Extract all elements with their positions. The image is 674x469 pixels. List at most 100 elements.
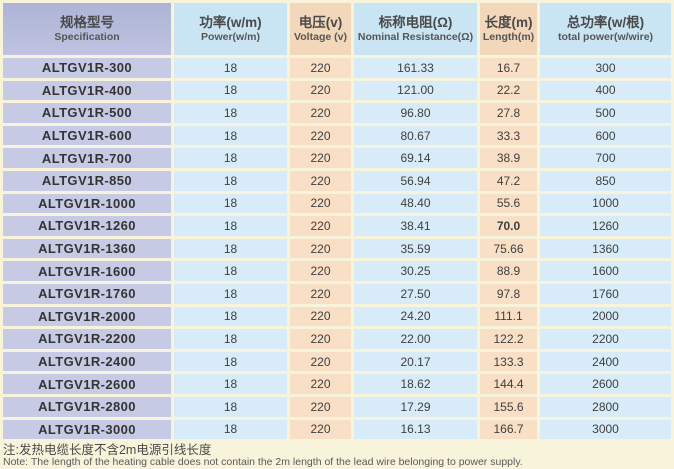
table-row: ALTGV1R-850 18 220 56.94 47.2 850 [3,170,671,191]
footnote-zh: 注:发热电缆长度不含2m电源引线长度 [3,443,212,458]
cell-voltage: 220 [290,58,351,78]
table-row: ALTGV1R-1760 18 220 27.50 97.8 1760 [3,283,671,304]
cell-length: 55.6 [480,193,537,214]
cell-total-power: 300 [540,58,671,78]
header-total-power: 总功率(w/根) total power(w/wire) [540,3,671,55]
table-row: ALTGV1R-2400 18 220 20.17 133.3 2400 [3,351,671,372]
header-power-en: Power(w/m) [201,31,260,43]
cell-length: 166.7 [480,419,537,440]
cell-voltage: 220 [290,170,351,191]
header-length-zh: 长度(m) [484,15,533,30]
cell-length: 16.7 [480,58,537,78]
cell-spec: ALTGV1R-850 [3,170,171,191]
table-row: ALTGV1R-2200 18 220 22.00 122.2 2200 [3,329,671,349]
cell-power: 18 [174,261,287,281]
table-row: ALTGV1R-300 18 220 161.33 16.7 300 [3,58,671,78]
header-resistance-en: Nominal Resistance(Ω) [357,31,474,43]
cell-power: 18 [174,419,287,440]
cell-total-power: 2800 [540,396,671,417]
cell-voltage: 220 [290,396,351,417]
cell-length: 133.3 [480,351,537,372]
table-row: ALTGV1R-1360 18 220 35.59 75.66 1360 [3,238,671,259]
cell-voltage: 220 [290,374,351,394]
footnote: 注:发热电缆长度不含2m电源引线长度 Note: The length of t… [3,443,674,468]
cell-total-power: 2400 [540,351,671,372]
cell-resistance: 20.17 [354,351,477,372]
cell-length: 111.1 [480,306,537,327]
cell-power: 18 [174,193,287,214]
table-row: ALTGV1R-1260 18 220 38.41 70.0 1260 [3,216,671,236]
header-spec-zh: 规格型号 [60,15,114,30]
cell-spec: ALTGV1R-600 [3,125,171,146]
header-resistance-zh: 标称电阻(Ω) [378,15,453,30]
cell-resistance: 35.59 [354,238,477,259]
cell-length: 97.8 [480,283,537,304]
cell-spec: ALTGV1R-2800 [3,396,171,417]
cell-spec: ALTGV1R-2200 [3,329,171,349]
cell-resistance: 27.50 [354,283,477,304]
cell-resistance: 22.00 [354,329,477,349]
header-voltage: 电压(v) Voltage (v) [290,3,351,55]
cell-voltage: 220 [290,283,351,304]
cell-resistance: 30.25 [354,261,477,281]
cell-resistance: 121.00 [354,80,477,101]
cell-power: 18 [174,125,287,146]
cell-resistance: 17.29 [354,396,477,417]
cell-total-power: 400 [540,80,671,101]
cell-voltage: 220 [290,351,351,372]
cell-total-power: 1600 [540,261,671,281]
table-row: ALTGV1R-1600 18 220 30.25 88.9 1600 [3,261,671,281]
cell-resistance: 69.14 [354,148,477,168]
cell-total-power: 600 [540,125,671,146]
cell-voltage: 220 [290,306,351,327]
cell-length: 47.2 [480,170,537,191]
cell-resistance: 161.33 [354,58,477,78]
cell-total-power: 2600 [540,374,671,394]
cell-voltage: 220 [290,238,351,259]
table-row: ALTGV1R-700 18 220 69.14 38.9 700 [3,148,671,168]
cell-spec: ALTGV1R-1360 [3,238,171,259]
header-resistance: 标称电阻(Ω) Nominal Resistance(Ω) [354,3,477,55]
cell-resistance: 18.62 [354,374,477,394]
cell-spec: ALTGV1R-700 [3,148,171,168]
table-row: ALTGV1R-600 18 220 80.67 33.3 600 [3,125,671,146]
cell-spec: ALTGV1R-500 [3,103,171,123]
footnote-en: Note: The length of the heating cable do… [3,456,523,469]
cell-total-power: 500 [540,103,671,123]
cell-power: 18 [174,103,287,123]
cell-spec: ALTGV1R-2600 [3,374,171,394]
cell-voltage: 220 [290,329,351,349]
cell-power: 18 [174,374,287,394]
cell-length: 33.3 [480,125,537,146]
table-body: ALTGV1R-300 18 220 161.33 16.7 300 ALTGV1R-400… [3,58,671,440]
cell-voltage: 220 [290,419,351,440]
cell-spec: ALTGV1R-1260 [3,216,171,236]
cell-power: 18 [174,396,287,417]
cell-length: 144.4 [480,374,537,394]
cell-power: 18 [174,58,287,78]
table-row: ALTGV1R-2600 18 220 18.62 144.4 2600 [3,374,671,394]
cell-resistance: 38.41 [354,216,477,236]
cell-voltage: 220 [290,216,351,236]
header-power-zh: 功率(w/m) [199,15,262,30]
cell-length: 22.2 [480,80,537,101]
header-voltage-zh: 电压(v) [298,15,343,30]
table-row: ALTGV1R-500 18 220 96.80 27.8 500 [3,103,671,123]
cell-power: 18 [174,80,287,101]
cell-voltage: 220 [290,103,351,123]
cell-resistance: 48.40 [354,193,477,214]
specification-table: 规格型号 Specification 功率(w/m) Power(w/m) 电压… [3,3,671,440]
cell-length: 88.9 [480,261,537,281]
table-row: ALTGV1R-3000 18 220 16.13 166.7 3000 [3,419,671,440]
cell-spec: ALTGV1R-400 [3,80,171,101]
cell-voltage: 220 [290,261,351,281]
table-row: ALTGV1R-1000 18 220 48.40 55.6 1000 [3,193,671,214]
cell-voltage: 220 [290,125,351,146]
cell-total-power: 1260 [540,216,671,236]
cell-power: 18 [174,306,287,327]
cell-power: 18 [174,148,287,168]
cell-spec: ALTGV1R-1600 [3,261,171,281]
table-header: 规格型号 Specification 功率(w/m) Power(w/m) 电压… [3,3,671,55]
cell-resistance: 16.13 [354,419,477,440]
cell-resistance: 96.80 [354,103,477,123]
